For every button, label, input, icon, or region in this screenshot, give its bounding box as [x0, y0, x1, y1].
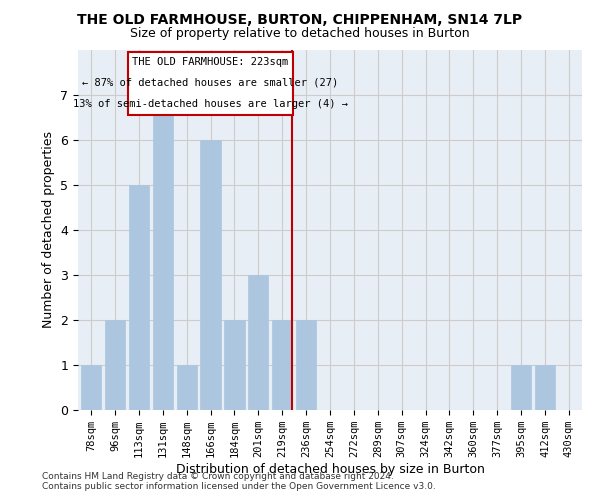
Bar	[248, 275, 268, 410]
Text: THE OLD FARMHOUSE, BURTON, CHIPPENHAM, SN14 7LP: THE OLD FARMHOUSE, BURTON, CHIPPENHAM, S…	[77, 12, 523, 26]
Bar	[81, 365, 101, 410]
Text: Size of property relative to detached houses in Burton: Size of property relative to detached ho…	[130, 28, 470, 40]
Bar	[224, 320, 245, 410]
Bar	[129, 185, 149, 410]
X-axis label: Distribution of detached houses by size in Burton: Distribution of detached houses by size …	[176, 463, 484, 476]
Text: ← 87% of detached houses are smaller (27): ← 87% of detached houses are smaller (27…	[82, 78, 338, 88]
Bar	[152, 95, 173, 410]
Bar	[200, 140, 221, 410]
Bar	[535, 365, 555, 410]
Text: THE OLD FARMHOUSE: 223sqm: THE OLD FARMHOUSE: 223sqm	[133, 56, 289, 66]
Text: Contains HM Land Registry data © Crown copyright and database right 2024.: Contains HM Land Registry data © Crown c…	[42, 472, 394, 481]
Bar	[272, 320, 292, 410]
Bar	[296, 320, 316, 410]
Bar	[176, 365, 197, 410]
FancyBboxPatch shape	[128, 52, 293, 116]
Text: Contains public sector information licensed under the Open Government Licence v3: Contains public sector information licen…	[42, 482, 436, 491]
Bar	[105, 320, 125, 410]
Bar	[511, 365, 531, 410]
Text: 13% of semi-detached houses are larger (4) →: 13% of semi-detached houses are larger (…	[73, 98, 348, 108]
Y-axis label: Number of detached properties: Number of detached properties	[42, 132, 55, 328]
